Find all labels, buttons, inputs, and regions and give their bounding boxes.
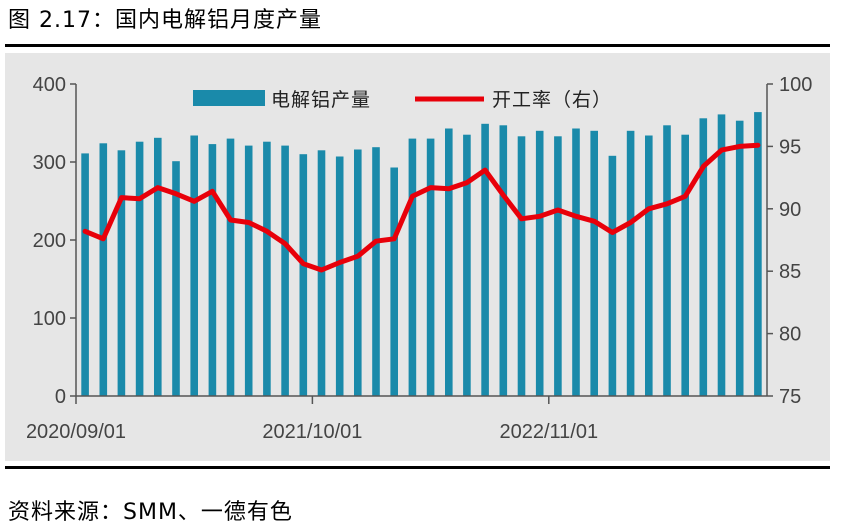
left-tick-label: 300 bbox=[33, 152, 66, 174]
production-bar bbox=[226, 138, 235, 396]
right-tick-label: 75 bbox=[779, 386, 801, 408]
production-bar bbox=[645, 135, 653, 396]
production-bar bbox=[390, 167, 398, 396]
production-bar bbox=[408, 138, 417, 396]
production-bar bbox=[99, 143, 108, 396]
production-bar bbox=[463, 134, 471, 396]
production-bar bbox=[335, 156, 344, 396]
right-tick-label: 100 bbox=[779, 74, 812, 96]
production-bar bbox=[499, 125, 508, 397]
production-bar bbox=[299, 154, 308, 396]
right-tick-label: 85 bbox=[779, 261, 801, 283]
top-rule bbox=[5, 44, 830, 47]
production-bar bbox=[208, 144, 217, 396]
left-tick-label: 400 bbox=[33, 74, 66, 96]
x-tick-label: 2021/10/01 bbox=[262, 421, 362, 443]
right-tick-label: 95 bbox=[779, 136, 801, 158]
production-bar bbox=[244, 145, 253, 396]
x-tick-label: 2022/11/01 bbox=[499, 421, 598, 443]
production-bar bbox=[154, 137, 162, 397]
production-bar bbox=[426, 138, 435, 396]
legend-bar-label: 电解铝产量 bbox=[271, 89, 371, 111]
production-bar bbox=[735, 120, 744, 396]
right-tick-label: 90 bbox=[779, 199, 801, 221]
production-bar bbox=[590, 130, 598, 397]
production-bar bbox=[481, 123, 489, 397]
production-bar bbox=[608, 155, 617, 396]
production-bar bbox=[172, 161, 180, 396]
production-bar bbox=[663, 125, 671, 397]
bottom-rule bbox=[5, 466, 830, 469]
x-tick-label: 2020/09/01 bbox=[26, 421, 126, 443]
figure-title: 图 2.17：国内电解铝月度产量 bbox=[8, 8, 322, 33]
left-tick-label: 100 bbox=[33, 308, 66, 330]
production-bar bbox=[754, 112, 762, 396]
production-bar bbox=[354, 149, 362, 396]
production-bar bbox=[190, 135, 198, 396]
production-bar bbox=[517, 136, 526, 397]
production-bar bbox=[535, 130, 544, 397]
production-bar bbox=[317, 150, 326, 396]
production-bar bbox=[626, 130, 635, 397]
production-bar bbox=[699, 118, 708, 397]
production-bar bbox=[681, 134, 689, 396]
production-bar bbox=[117, 150, 126, 396]
utilization-rate-line bbox=[82, 142, 761, 273]
production-bar bbox=[281, 145, 289, 396]
production-bar bbox=[81, 153, 89, 396]
production-bar bbox=[554, 136, 562, 397]
legend-line-label: 开工率（右） bbox=[492, 89, 612, 111]
left-tick-label: 200 bbox=[33, 230, 66, 252]
production-bar bbox=[717, 114, 726, 397]
figure-source: 资料来源：SMM、一德有色 bbox=[8, 500, 293, 525]
right-tick-label: 80 bbox=[779, 324, 801, 346]
production-bar bbox=[445, 128, 453, 396]
production-bar bbox=[263, 141, 271, 396]
left-tick-label: 0 bbox=[55, 386, 66, 408]
legend-bar-swatch bbox=[193, 90, 265, 106]
production-bar bbox=[572, 128, 580, 396]
production-bar bbox=[372, 147, 380, 396]
production-bar bbox=[135, 141, 144, 396]
